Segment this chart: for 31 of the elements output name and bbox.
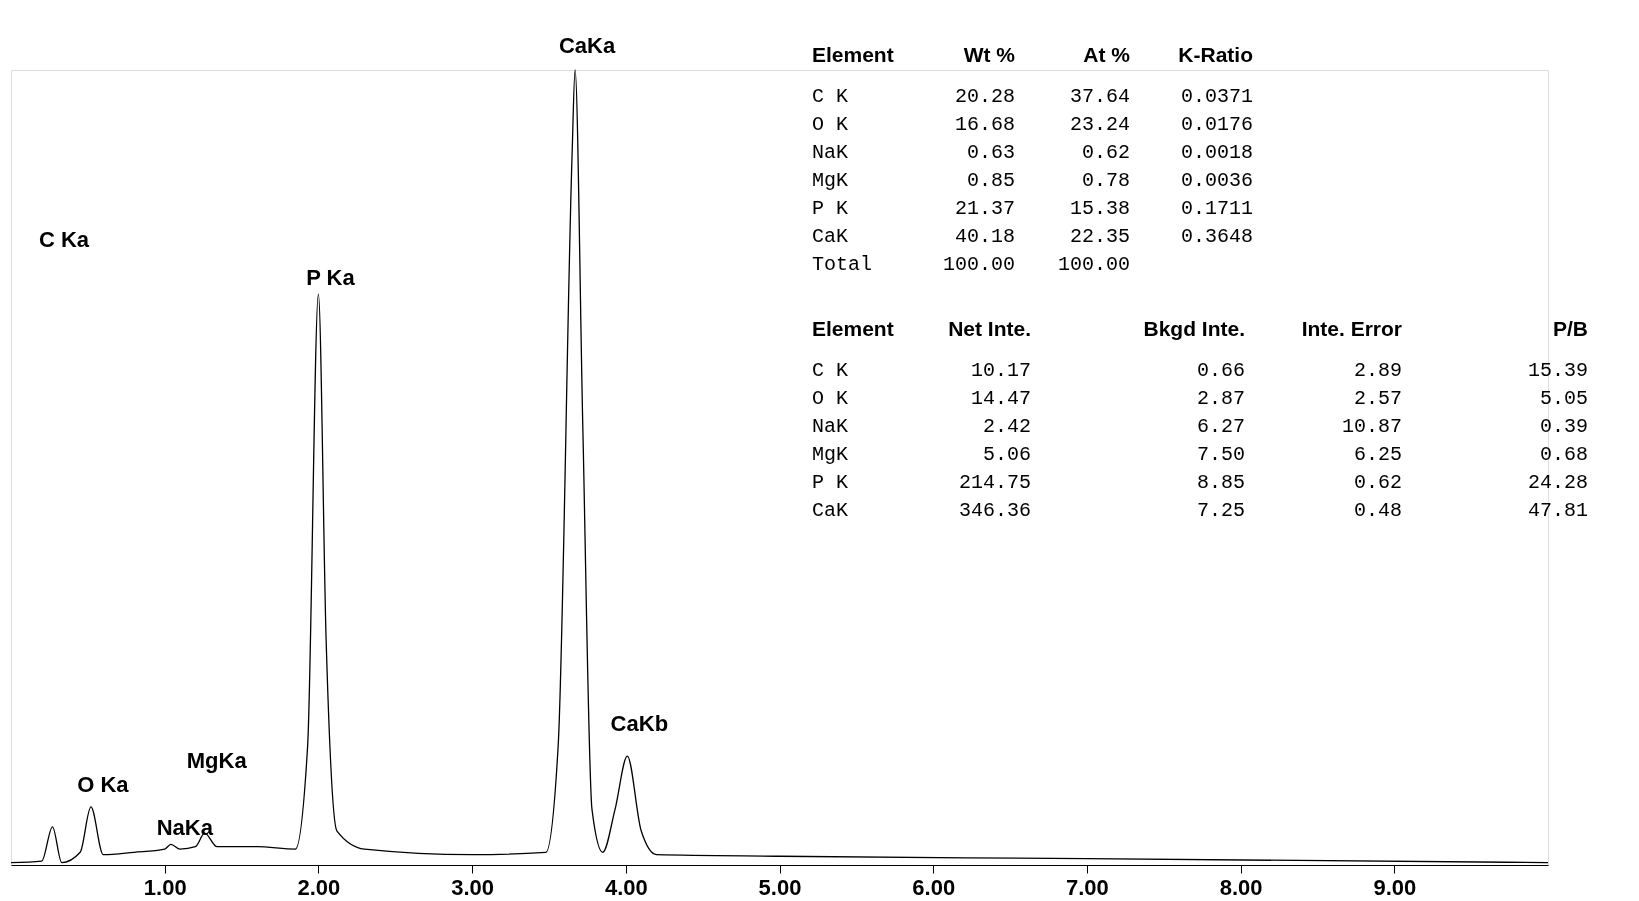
x-tick-label: 3.00: [451, 874, 495, 900]
x-tick-label: 6.00: [912, 874, 956, 900]
text: C K 20.28 37.64 0.0371: [812, 85, 1253, 108]
annotation: NaKa: [156, 815, 214, 841]
text: P K 214.75 8.85 0.62 24.28: [812, 471, 1588, 494]
x-tick-label: 8.00: [1219, 874, 1263, 900]
x-tick-label: 2.00: [297, 874, 341, 900]
annotation: CaKb: [610, 711, 669, 737]
annotation: O Ka: [77, 771, 130, 797]
x-tick-label: 5.00: [758, 874, 802, 900]
text: C K 10.17 0.66 2.89 15.39: [812, 359, 1588, 382]
text: CaK 346.36 7.25 0.48 47.81: [812, 499, 1588, 522]
annotation: CaKa: [558, 33, 616, 58]
text: NaK 0.63 0.62 0.0018: [812, 141, 1253, 164]
annotation: MgKa: [186, 748, 248, 774]
text: NaK 2.42 6.27 10.87 0.39: [812, 415, 1588, 438]
x-tick-label: 1.00: [143, 874, 187, 900]
text: Total 100.00 100.00: [812, 253, 1130, 276]
text: CaK 40.18 22.35 0.3648: [812, 225, 1253, 248]
text: O K 16.68 23.24 0.0176: [812, 113, 1253, 136]
x-tick-label: 7.00: [1065, 874, 1109, 900]
text: MgK 5.06 7.50 6.25 0.68: [812, 443, 1588, 466]
annotation: P Ka: [306, 265, 356, 291]
annotation: C Ka: [38, 227, 90, 252]
text: O K 14.47 2.87 2.57 5.05: [812, 387, 1588, 410]
x-tick-label: 9.00: [1373, 874, 1417, 900]
x-tick-label: 4.00: [604, 874, 648, 900]
text: P K 21.37 15.38 0.1711: [812, 197, 1253, 220]
text: Element Wt % At % K-Ratio: [812, 43, 1253, 66]
text: Element Net Inte. Bkgd Inte. Inte. Error P/B: [812, 317, 1588, 340]
text: MgK 0.85 0.78 0.0036: [812, 169, 1253, 192]
